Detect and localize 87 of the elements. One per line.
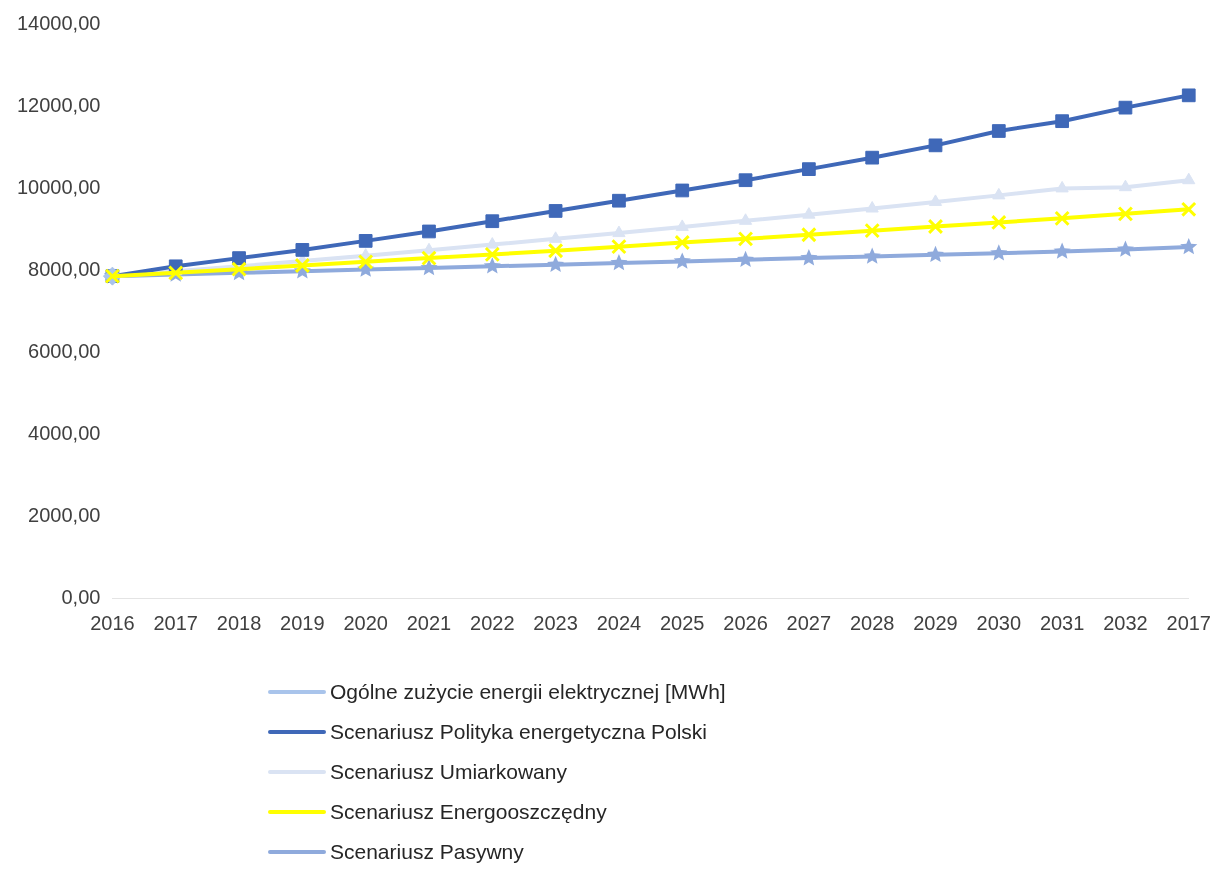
point <box>549 231 563 243</box>
point <box>739 213 753 225</box>
y-tick-label: 8000,00 <box>28 257 101 280</box>
x-tick-label: 2025 <box>659 611 705 634</box>
y-tick-label: 10000,00 <box>17 175 101 198</box>
legend-label: Ogólne zużycie energii elektrycznej [MWh] <box>330 680 726 704</box>
point <box>1054 210 1070 227</box>
x-tick-label: 2018 <box>216 611 262 634</box>
point <box>294 257 311 274</box>
point <box>420 258 438 276</box>
x-tick-label: 2022 <box>470 611 515 634</box>
point <box>1053 242 1071 259</box>
point <box>926 245 945 263</box>
point <box>357 253 374 270</box>
point <box>1182 172 1196 185</box>
y-tick-label: 12000,00 <box>17 93 101 116</box>
legend-label: Scenariusz Energooszczędny <box>330 800 607 824</box>
point <box>864 222 881 239</box>
y-tick-label: 2000,00 <box>28 503 101 526</box>
x-tick-label: 2021 <box>406 611 452 634</box>
legend-label: Scenariusz Pasywny <box>330 840 524 864</box>
point <box>548 204 563 218</box>
point <box>674 234 691 251</box>
point <box>863 247 881 264</box>
point <box>547 242 564 259</box>
x-tick-label: 2028 <box>849 611 895 634</box>
x-tick-label: 2017 <box>153 611 198 634</box>
legend-label: Scenariusz Umiarkowany <box>330 760 567 784</box>
y-tick-label: 6000,00 <box>28 339 101 362</box>
x-tick-label: 2032 <box>1103 611 1148 634</box>
legend-label: Scenariusz Polityka energetyczna Polski <box>330 720 708 744</box>
point <box>737 250 755 268</box>
point <box>1055 114 1069 129</box>
point <box>1180 238 1198 255</box>
point <box>1180 201 1197 218</box>
point <box>802 207 816 219</box>
point <box>675 219 689 231</box>
x-tick-label: 2027 <box>786 611 832 634</box>
point <box>1117 205 1134 222</box>
point <box>1181 88 1196 103</box>
x-tick-label: 2024 <box>596 611 642 634</box>
point <box>1116 240 1134 257</box>
point <box>485 214 500 229</box>
point <box>295 243 310 257</box>
point <box>927 218 944 235</box>
point <box>547 255 565 272</box>
point <box>673 252 691 269</box>
point <box>1118 179 1132 192</box>
point <box>484 246 501 263</box>
x-tick-label: 2019 <box>280 611 325 634</box>
point <box>675 183 690 198</box>
point <box>990 244 1008 261</box>
point <box>612 193 626 208</box>
point <box>992 187 1006 200</box>
point <box>610 254 628 271</box>
x-tick-label: 2020 <box>343 611 388 634</box>
point <box>232 251 246 265</box>
point <box>865 201 879 213</box>
point <box>737 230 754 247</box>
point <box>421 250 437 266</box>
point <box>1055 180 1069 193</box>
point <box>358 234 373 248</box>
x-tick-label: 2016 <box>90 611 135 634</box>
point <box>990 214 1007 231</box>
point <box>1118 100 1133 115</box>
y-tick-label: 14000,00 <box>17 11 101 34</box>
x-tick-label: 2017 <box>1166 611 1211 634</box>
point <box>801 226 817 243</box>
point <box>928 194 943 206</box>
point <box>611 238 627 255</box>
point <box>738 173 753 188</box>
point <box>991 124 1006 138</box>
point <box>800 249 818 266</box>
y-tick-label: 0,00 <box>61 585 101 608</box>
point <box>928 138 943 153</box>
point <box>483 257 501 274</box>
point <box>612 225 626 238</box>
x-tick-label: 2030 <box>976 611 1022 634</box>
point <box>865 150 880 165</box>
point <box>485 237 499 249</box>
point <box>422 224 436 239</box>
point <box>802 162 816 176</box>
y-tick-label: 4000,00 <box>28 421 101 444</box>
x-tick-label: 2026 <box>723 611 768 634</box>
x-tick-label: 2029 <box>913 611 958 634</box>
x-tick-label: 2031 <box>1039 611 1085 634</box>
x-tick-label: 2023 <box>533 611 578 634</box>
